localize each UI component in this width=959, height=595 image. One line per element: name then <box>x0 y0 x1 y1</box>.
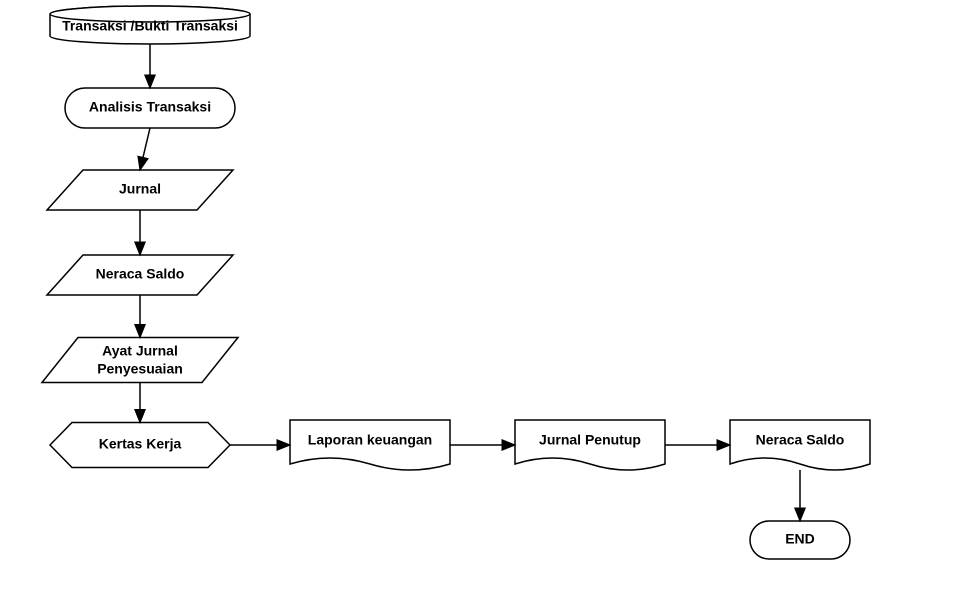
label-transaksi: Transaksi /Bukti Transaksi <box>62 18 238 34</box>
label-ayat_jurnal-1: Ayat Jurnal <box>102 343 178 359</box>
label-analisis: Analisis Transaksi <box>89 99 211 115</box>
label-jurnal: Jurnal <box>119 181 161 197</box>
label-laporan: Laporan keuangan <box>308 432 432 448</box>
flowchart-canvas: Transaksi /Bukti Transaksi Analisis Trans… <box>0 0 959 595</box>
label-jurnal_penutup: Jurnal Penutup <box>539 432 641 448</box>
label-neraca_saldo_2: Neraca Saldo <box>756 432 845 448</box>
label-end: END <box>785 531 815 547</box>
label-kertas_kerja: Kertas Kerja <box>99 436 182 452</box>
label-neraca_saldo_1: Neraca Saldo <box>96 266 185 282</box>
label-ayat_jurnal-2: Penyesuaian <box>97 361 183 377</box>
edge-1 <box>140 128 150 170</box>
